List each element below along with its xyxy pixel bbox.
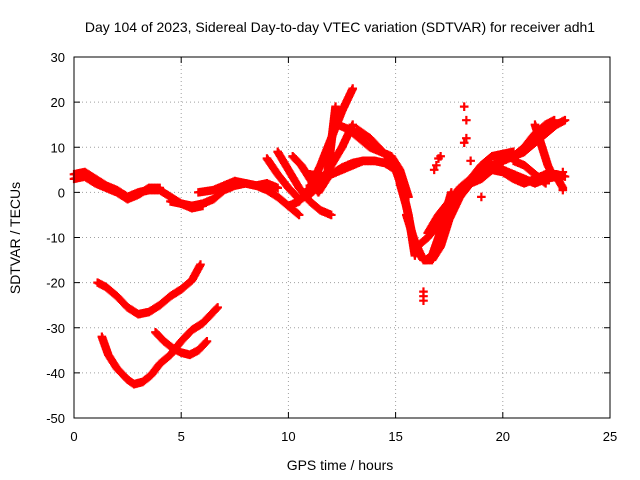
data-point — [326, 210, 336, 220]
data-point — [348, 120, 358, 129]
series-arc-15 — [305, 156, 379, 190]
series-arc-24 — [530, 120, 557, 179]
data-point — [294, 210, 304, 220]
series-arc-5 — [151, 327, 212, 360]
series-arc-6 — [166, 179, 304, 220]
data-point — [560, 172, 570, 181]
x-tick-label: 10 — [281, 429, 295, 444]
series-arc-19 — [412, 165, 508, 251]
series-outliers — [419, 102, 568, 305]
data-point — [432, 161, 441, 170]
data-point — [459, 102, 469, 111]
y-tick-label: 10 — [51, 140, 65, 155]
y-tick-label: 30 — [51, 50, 65, 65]
data-point — [196, 260, 205, 269]
x-axis-label: GPS time / hours — [287, 457, 394, 473]
y-tick-label: -40 — [46, 366, 65, 381]
data-point — [213, 303, 222, 312]
data-point — [155, 183, 165, 193]
data-point — [470, 170, 480, 179]
series-arc-21 — [444, 115, 559, 206]
x-tick-label: 15 — [388, 429, 402, 444]
data-point — [462, 115, 471, 125]
data-point — [558, 185, 568, 195]
data-point — [466, 156, 475, 166]
data-point — [549, 115, 559, 125]
data-marks — [69, 84, 570, 389]
data-point — [560, 115, 570, 125]
y-tick-label: -50 — [46, 411, 65, 426]
data-point — [369, 156, 379, 166]
data-point — [477, 192, 486, 202]
series-arc-2 — [69, 172, 165, 204]
y-tick-label: -10 — [46, 231, 65, 246]
data-point — [273, 183, 282, 193]
x-tick-label: 5 — [178, 429, 185, 444]
data-point — [547, 170, 557, 179]
y-tick-label: 20 — [51, 95, 65, 110]
series-arc-9 — [273, 147, 336, 220]
x-tick-label: 25 — [603, 429, 617, 444]
x-tick-label: 0 — [70, 429, 77, 444]
y-tick-label: 0 — [58, 185, 65, 200]
data-point — [558, 167, 568, 177]
data-point — [459, 138, 469, 148]
series-arc-7 — [194, 176, 282, 197]
data-point — [331, 102, 340, 111]
series-arc-4 — [97, 303, 222, 389]
data-point — [434, 154, 443, 163]
y-tick-label: -20 — [46, 276, 65, 291]
chart-title: Day 104 of 2023, Sidereal Day-to-day VTE… — [85, 19, 595, 35]
data-point — [429, 165, 439, 175]
series-arc-3 — [93, 260, 205, 319]
data-point — [541, 179, 550, 188]
series-arc-25 — [509, 156, 550, 188]
x-tick-label: 20 — [496, 429, 510, 444]
data-point — [202, 336, 212, 346]
y-tick-label: -30 — [46, 321, 65, 336]
y-axis-label: SDTVAR / TECUs — [7, 182, 23, 294]
plot-frame — [73, 56, 611, 419]
data-point — [348, 84, 358, 93]
data-point — [462, 133, 471, 143]
data-point — [419, 296, 428, 305]
